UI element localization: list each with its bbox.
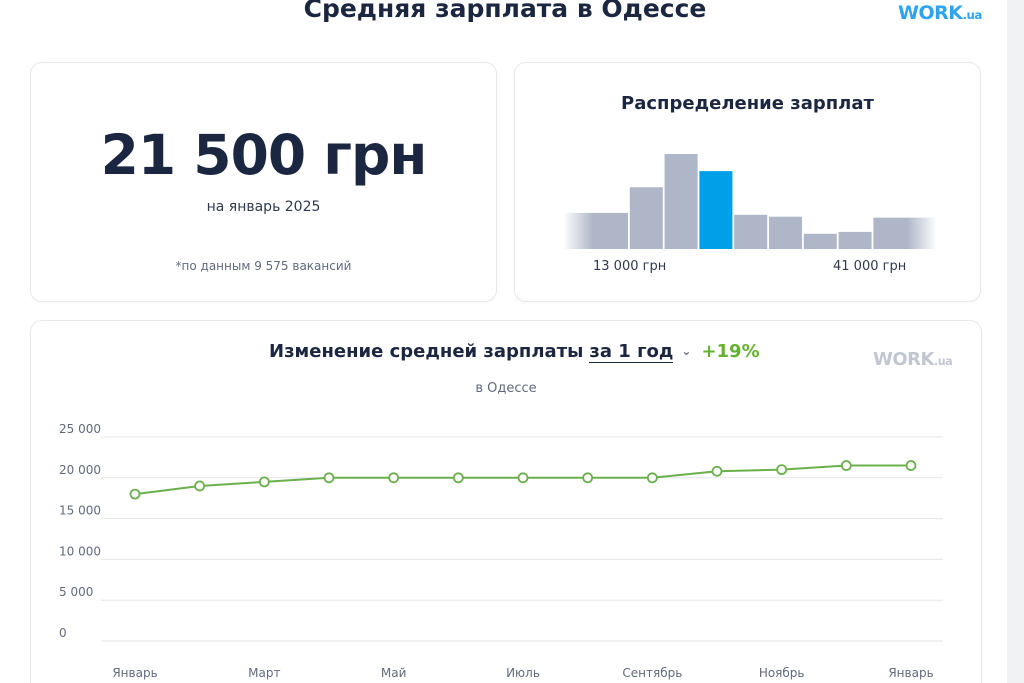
chevron-down-icon[interactable]: ⌄ — [681, 344, 692, 358]
page-title: Средняя зарплата в Одессе — [303, 0, 707, 23]
salary-distribution-card: Распределение зарплат 13 000 грн 41 000 … — [514, 62, 981, 302]
distribution-bar — [803, 233, 837, 249]
y-tick-label: 20 000 — [59, 463, 101, 477]
workua-logo[interactable]: WORK.ua — [898, 2, 982, 24]
distribution-histogram — [563, 143, 937, 253]
logo-text: WORK — [898, 2, 963, 24]
y-tick-label: 0 — [59, 626, 67, 640]
x-tick-label: Январь — [112, 666, 157, 680]
y-tick-label: 15 000 — [59, 504, 101, 518]
x-tick-label: Март — [248, 666, 280, 680]
trend-data-point[interactable] — [646, 472, 658, 484]
average-salary-card: 21 500 грн на январь 2025 *по данным 9 5… — [30, 62, 497, 302]
workua-watermark-logo: WORK.ua — [873, 349, 953, 370]
distribution-bar — [629, 187, 663, 249]
distribution-bar — [838, 231, 872, 249]
growth-badge: +19% — [701, 341, 760, 362]
trend-data-point[interactable] — [129, 488, 141, 500]
distribution-bar — [734, 214, 768, 249]
average-salary-value: 21 500 грн — [100, 123, 428, 187]
trend-data-point[interactable] — [194, 480, 206, 492]
y-tick-label: 5 000 — [59, 585, 93, 599]
distribution-title: Распределение зарплат — [621, 93, 874, 114]
logo-suffix: .ua — [962, 8, 982, 22]
salary-date: на январь 2025 — [206, 199, 321, 215]
trend-data-point[interactable] — [582, 472, 594, 484]
trend-title-text: Изменение средней зарплаты — [269, 341, 584, 362]
x-tick-label: Январь — [888, 666, 933, 680]
x-tick-label: Июль — [506, 666, 540, 680]
trend-data-point[interactable] — [776, 464, 788, 476]
x-tick-label: Май — [381, 666, 407, 680]
trend-title: Изменение средней зарплаты за 1 год ⌄ +19% — [269, 341, 760, 363]
salary-trend-card: Изменение средней зарплаты за 1 год ⌄ +19% … — [30, 320, 982, 683]
watermark-suffix: .ua — [933, 355, 953, 368]
trend-data-point[interactable] — [323, 472, 335, 484]
x-tick-label: Ноябрь — [759, 666, 805, 680]
trend-data-point[interactable] — [388, 472, 400, 484]
trend-data-point[interactable] — [258, 476, 270, 488]
x-tick-label: Сентябрь — [622, 666, 682, 680]
distribution-bar — [664, 154, 698, 249]
trend-data-point[interactable] — [517, 472, 529, 484]
distribution-bar — [699, 171, 733, 249]
salary-trend-line-chart: 0 5 000 10 000 15 000 20 000 25 000 Январь Мар… — [59, 422, 943, 680]
distribution-high-label: 41 000 грн — [833, 259, 907, 274]
y-tick-label: 10 000 — [59, 544, 101, 558]
period-dropdown[interactable]: за 1 год — [589, 341, 674, 363]
trend-data-point[interactable] — [452, 472, 464, 484]
trend-subtitle: в Одессе — [475, 381, 537, 396]
vacancy-count-note: *по данным 9 575 вакансий — [175, 259, 352, 273]
trend-data-point[interactable] — [905, 460, 917, 471]
trend-data-point[interactable] — [840, 460, 852, 471]
y-tick-label: 25 000 — [59, 422, 101, 436]
scrollbar[interactable] — [1007, 0, 1024, 683]
watermark-text: WORK — [873, 349, 934, 370]
distribution-low-label: 13 000 грн — [593, 259, 667, 274]
distribution-bar — [769, 216, 802, 249]
trend-data-point[interactable] — [711, 465, 723, 477]
